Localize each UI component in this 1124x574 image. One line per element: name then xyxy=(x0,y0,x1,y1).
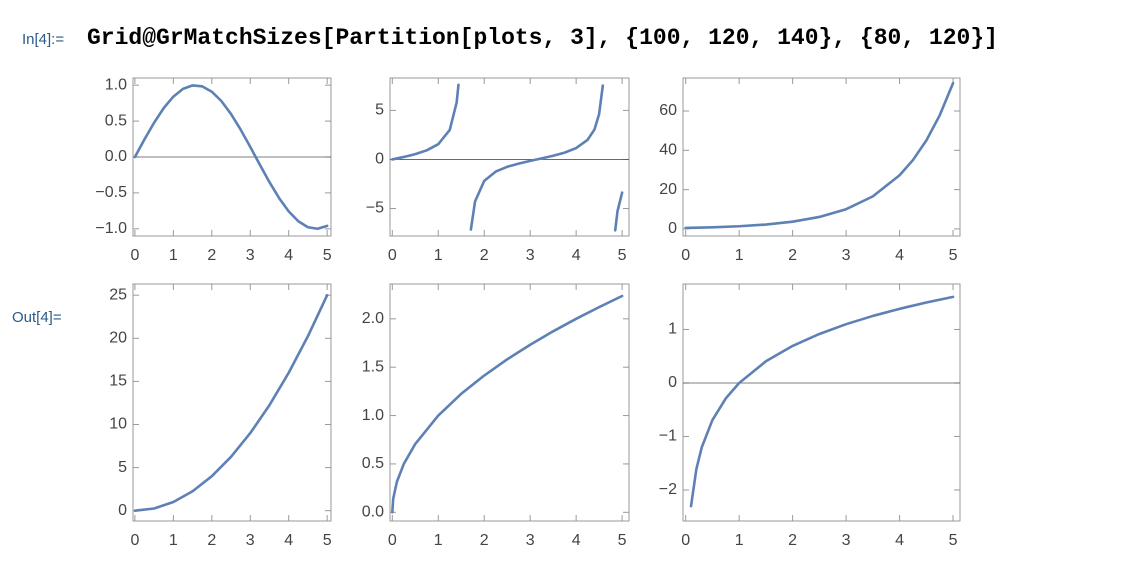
x-tick-label: 1 xyxy=(434,532,443,549)
y-tick-label: 0.0 xyxy=(105,148,127,165)
x-tick-label: 5 xyxy=(618,247,627,264)
x-tick-label: 3 xyxy=(842,247,851,264)
x-tick-label: 0 xyxy=(388,532,397,549)
x-tick-label: 2 xyxy=(788,247,797,264)
y-tick-label: 40 xyxy=(659,142,677,159)
x-tick-label: 4 xyxy=(895,532,904,549)
y-tick-label: 20 xyxy=(659,181,677,198)
y-tick-label: 1.0 xyxy=(362,407,384,424)
x-tick-label: 5 xyxy=(949,247,958,264)
y-tick-label: −1 xyxy=(659,428,677,445)
x-tick-label: 2 xyxy=(480,532,489,549)
plot: 0 1 2 3 4 5 0 20 40 60 xyxy=(659,77,961,264)
y-tick-label: −0.5 xyxy=(95,184,127,201)
x-tick-label: 2 xyxy=(480,247,489,264)
x-tick-label: 0 xyxy=(681,247,690,264)
plot-frame xyxy=(389,77,630,237)
x-tick-label: 0 xyxy=(681,532,690,549)
x-tick-label: 4 xyxy=(284,247,293,264)
x-tick-label: 1 xyxy=(735,247,744,264)
plot-frame xyxy=(682,283,961,522)
y-tick-label: 20 xyxy=(109,330,127,347)
input-label: In[4]:= xyxy=(22,31,64,48)
x-tick-label: 5 xyxy=(323,532,332,549)
x-tick-label: 4 xyxy=(284,532,293,549)
y-tick-label: 15 xyxy=(109,373,127,390)
x-tick-label: 3 xyxy=(246,247,255,264)
plot: 0 1 2 3 4 5 −5 0 5 xyxy=(366,77,630,264)
x-tick-label: 5 xyxy=(618,532,627,549)
x-tick-label: 0 xyxy=(130,247,139,264)
plot: 0 1 2 3 4 5 0.0 0.5 1.0 1.5 2.0 xyxy=(362,283,630,549)
curve xyxy=(684,81,955,230)
x-tick-label: 1 xyxy=(434,247,443,264)
x-tick-label: 1 xyxy=(169,247,178,264)
x-tick-label: 1 xyxy=(169,532,178,549)
x-tick-label: 4 xyxy=(572,247,581,264)
plot: 0 1 2 3 4 5 −2 −1 0 1 xyxy=(659,283,961,549)
y-tick-label: 60 xyxy=(659,102,677,119)
x-tick-label: 4 xyxy=(572,532,581,549)
y-tick-label: 1 xyxy=(668,321,677,338)
output-label: Out[4]= xyxy=(12,309,62,326)
plot: 0 1 2 3 4 5 0 5 10 15 20 25 xyxy=(109,283,332,549)
y-tick-label: −1.0 xyxy=(95,220,127,237)
x-tick-label: 0 xyxy=(388,247,397,264)
y-tick-label: 0.5 xyxy=(362,455,384,472)
curve xyxy=(133,84,329,231)
x-tick-label: 0 xyxy=(130,532,139,549)
y-tick-label: −5 xyxy=(366,200,384,217)
y-tick-label: 10 xyxy=(109,416,127,433)
y-tick-label: −2 xyxy=(659,481,677,498)
x-tick-label: 3 xyxy=(842,532,851,549)
x-tick-label: 1 xyxy=(735,532,744,549)
y-tick-label: 1.0 xyxy=(105,76,127,93)
input-code[interactable]: Grid@GrMatchSizes[Partition[plots, 3], {… xyxy=(87,25,998,51)
y-tick-label: 1.5 xyxy=(362,358,384,375)
y-tick-label: 2.0 xyxy=(362,310,384,327)
plot-frame xyxy=(389,283,630,522)
y-tick-label: 0 xyxy=(118,502,127,519)
y-tick-label: 25 xyxy=(109,286,127,303)
x-tick-label: 2 xyxy=(788,532,797,549)
y-tick-label: 0 xyxy=(375,151,384,168)
curve xyxy=(391,294,624,514)
plot-frame xyxy=(132,283,332,522)
x-tick-label: 2 xyxy=(207,532,216,549)
curve xyxy=(391,83,624,232)
x-tick-label: 5 xyxy=(323,247,332,264)
x-tick-label: 2 xyxy=(207,247,216,264)
plot-frame xyxy=(682,77,961,237)
x-tick-label: 3 xyxy=(526,532,535,549)
curve xyxy=(689,295,955,508)
x-tick-label: 5 xyxy=(949,532,958,549)
y-tick-label: 5 xyxy=(118,459,127,476)
y-tick-label: 0 xyxy=(668,220,677,237)
y-tick-label: 0.0 xyxy=(362,504,384,521)
y-tick-label: 0 xyxy=(668,374,677,391)
y-tick-label: 0.5 xyxy=(105,112,127,129)
x-tick-label: 3 xyxy=(246,532,255,549)
y-tick-label: 5 xyxy=(375,102,384,119)
curve xyxy=(133,293,329,512)
plot: 0 1 2 3 4 5 −1.0 −0.5 0.0 0.5 1.0 xyxy=(95,76,331,264)
x-tick-label: 3 xyxy=(526,247,535,264)
x-tick-label: 4 xyxy=(895,247,904,264)
